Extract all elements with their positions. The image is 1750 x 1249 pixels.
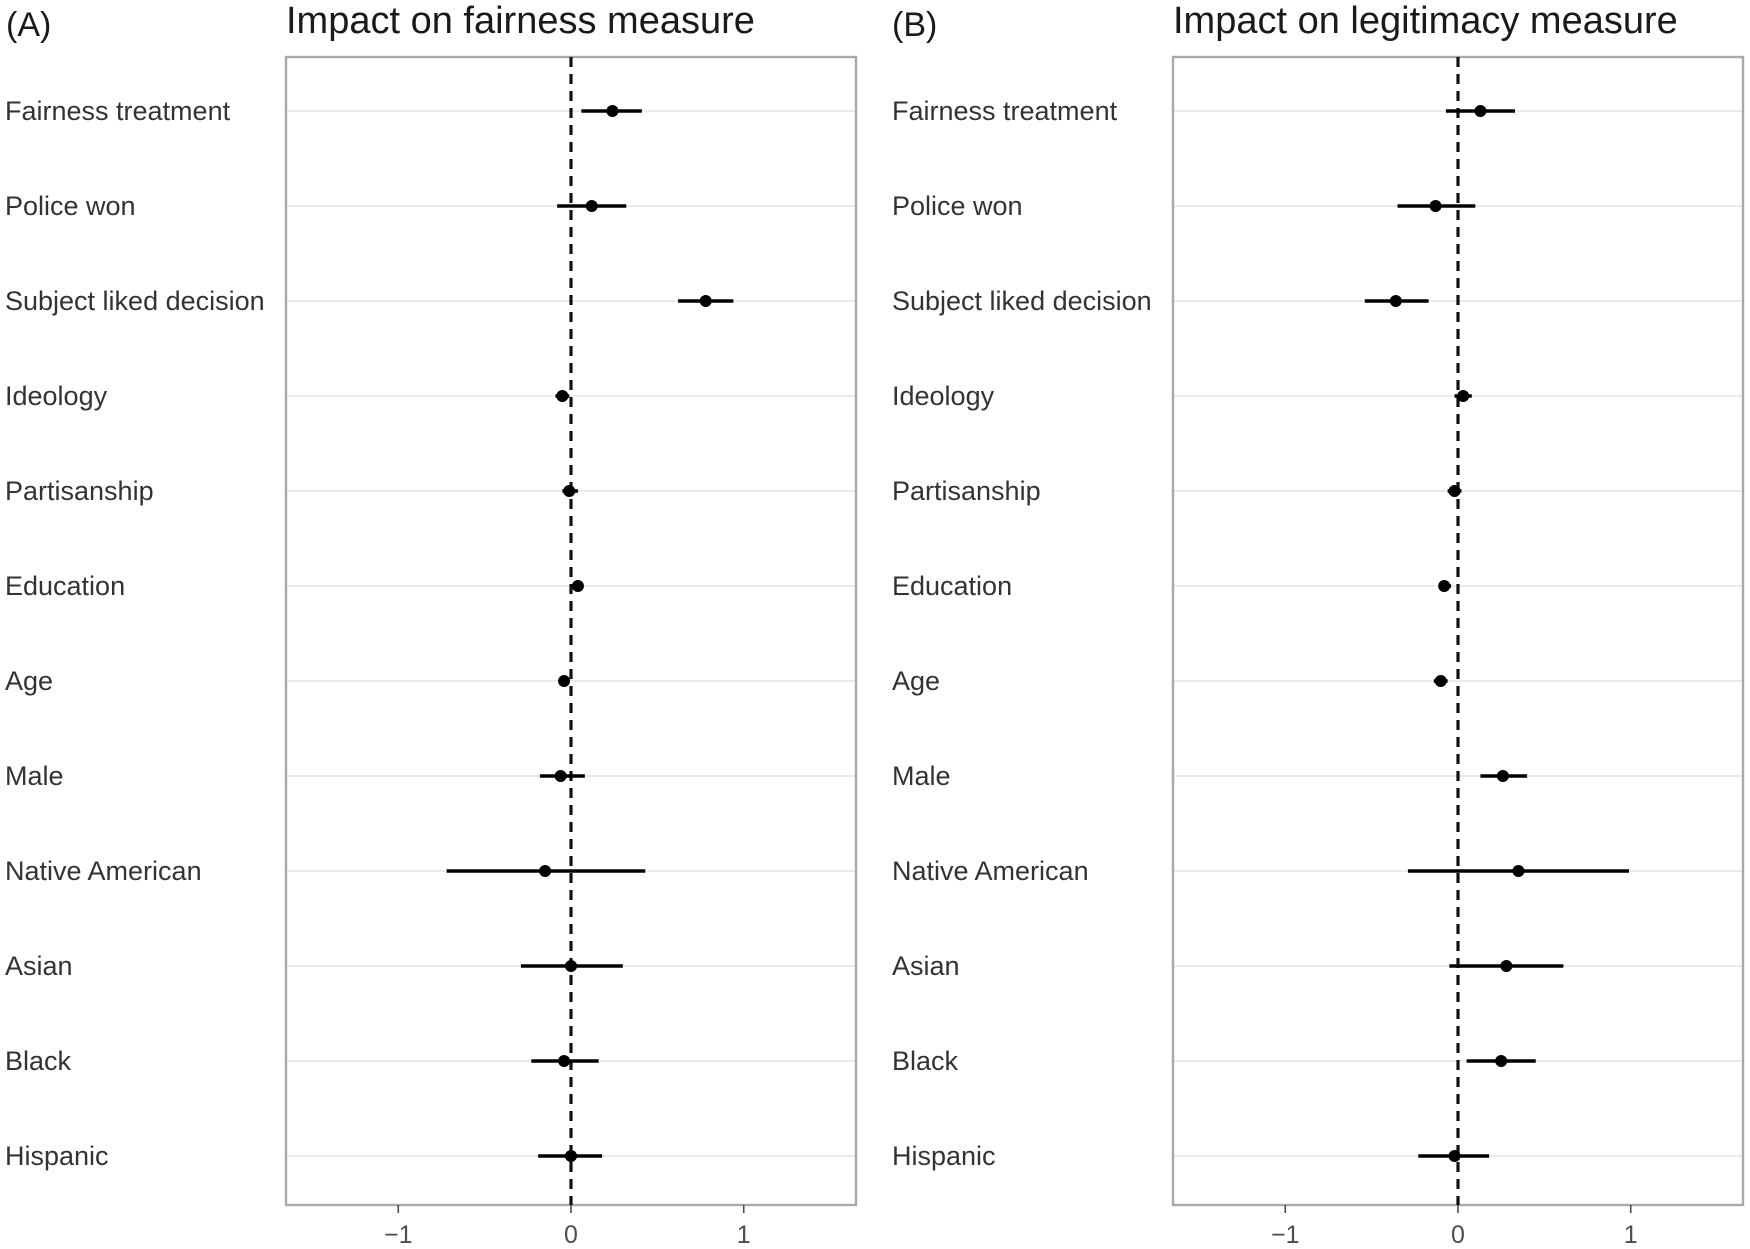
category-label: Age [5,666,53,696]
category-label: Education [5,571,125,601]
category-label: Black [5,1046,72,1076]
panel-title: Impact on legitimacy measure [1173,0,1678,42]
x-tick-label: 0 [564,1221,578,1249]
point-estimate [558,675,571,687]
point-estimate [699,295,712,307]
x-tick-label: −1 [384,1221,413,1249]
point-estimate [554,770,567,782]
category-label: Police won [892,191,1023,221]
category-label: Ideology [892,381,995,411]
category-label: Partisanship [5,476,154,506]
category-label: Education [892,571,1012,601]
category-label: Male [5,761,64,791]
point-estimate [1495,1055,1508,1067]
panel-tag: (A) [6,6,51,44]
category-label: Native American [5,856,202,886]
panel-title: Impact on fairness measure [286,0,755,42]
category-label: Hispanic [892,1141,996,1171]
panel-tag: (B) [892,6,937,44]
point-estimate [1448,1150,1461,1162]
point-estimate [1474,105,1487,117]
x-tick-label: −1 [1271,1221,1300,1249]
category-label: Black [892,1046,959,1076]
category-label: Partisanship [892,476,1041,506]
panel-b: (B) Impact on legitimacy measure Fairness … [892,0,1745,1249]
point-estimate [539,865,552,877]
category-label: Subject liked decision [5,286,265,316]
point-estimate [1434,675,1447,687]
point-estimate [563,485,576,497]
point-estimate [556,390,569,402]
point-estimate [1500,960,1513,972]
category-label: Hispanic [5,1141,109,1171]
x-tick-label: 0 [1451,1221,1465,1249]
point-estimate [1389,295,1402,307]
point-estimate [565,960,577,972]
point-estimate [585,200,598,212]
point-estimate [571,580,584,592]
category-label: Asian [892,951,960,981]
category-label: Subject liked decision [892,286,1152,316]
category-label: Police won [5,191,136,221]
point-estimate [1457,390,1470,402]
category-label: Fairness treatment [892,96,1118,126]
category-label: Fairness treatment [5,96,231,126]
point-estimate [1496,770,1509,782]
x-tick-label: 1 [1624,1221,1638,1249]
x-tick-label: 1 [737,1221,751,1249]
category-label: Native American [892,856,1089,886]
point-estimate [1438,580,1451,592]
point-estimate [1429,200,1442,212]
category-label: Age [892,666,940,696]
category-label: Asian [5,951,73,981]
point-estimate [1448,485,1461,497]
panel-a: (A) Impact on fairness measure Fairness tr… [5,0,858,1249]
point-estimate [606,105,619,117]
point-estimate [565,1150,577,1162]
category-label: Ideology [5,381,108,411]
point-estimate [558,1055,571,1067]
category-label: Male [892,761,951,791]
point-estimate [1512,865,1525,877]
